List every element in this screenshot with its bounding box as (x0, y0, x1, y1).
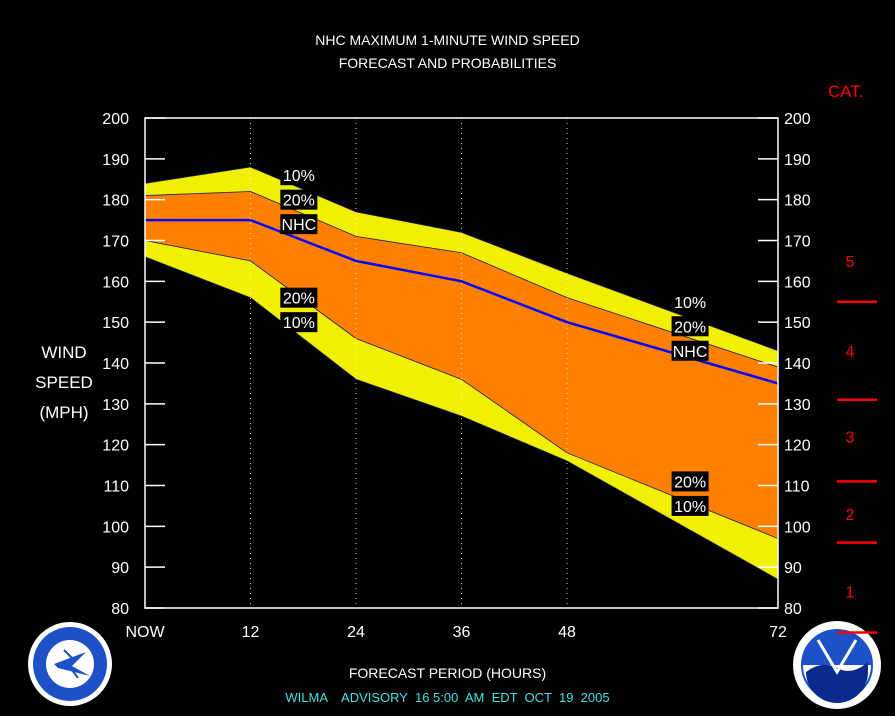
y-label-line-3: (MPH) (39, 403, 89, 422)
y-tick-label-left-170: 170 (102, 234, 129, 251)
y-tick-label-right-90: 90 (784, 560, 802, 577)
band-label-bg-0 (280, 165, 318, 186)
y-tick-label-left-80: 80 (111, 601, 129, 618)
y-tick-label-left-150: 150 (102, 315, 129, 332)
category-label-5: 5 (846, 254, 855, 271)
category-label-1: 1 (846, 585, 855, 602)
band-label-8: 20% (674, 474, 706, 491)
band-label-bg-7 (671, 340, 709, 361)
y-tick-label-left-140: 140 (102, 356, 129, 373)
x-tick-label-12: 12 (242, 624, 260, 641)
y-tick-label-right-100: 100 (784, 519, 811, 536)
y-tick-label-right-140: 140 (784, 356, 811, 373)
band-label-bg-1 (280, 189, 318, 210)
y-tick-label-right-120: 120 (784, 438, 811, 455)
y-tick-label-right-190: 190 (784, 152, 811, 169)
band-label-7: NHC (673, 344, 708, 361)
y-tick-label-left-110: 110 (103, 479, 129, 496)
y-tick-label-right-180: 180 (784, 193, 811, 210)
band-label-bg-4 (280, 312, 318, 333)
y-label-line-1: WIND (41, 343, 87, 362)
band-label-1: 20% (283, 193, 315, 210)
y-tick-label-left-120: 120 (102, 438, 129, 455)
band-label-bg-9 (671, 495, 709, 516)
nhc-forecast-line (145, 218, 779, 385)
y-axis-label: WIND SPEED (MPH) (22, 338, 106, 428)
y-tick-label-left-180: 180 (102, 193, 129, 210)
y-label-line-2: SPEED (35, 373, 93, 392)
x-tick-label-72: 72 (769, 624, 787, 641)
band-label-3: 20% (283, 291, 315, 308)
noaa-logo (793, 621, 881, 709)
y-tick-label-left-190: 190 (102, 152, 129, 169)
y-tick-label-right-80: 80 (784, 601, 802, 618)
band-label-9: 10% (674, 499, 706, 516)
band-label-6: 20% (674, 319, 706, 336)
y-tick-label-right-160: 160 (784, 274, 811, 291)
cat-header: CAT. (828, 82, 864, 101)
band-label-bg-5 (671, 291, 709, 312)
y-tick-label-left-160: 160 (102, 274, 129, 291)
x-tick-label-48: 48 (558, 624, 576, 641)
band-label-bg-2 (280, 214, 318, 235)
title-line-1: NHC MAXIMUM 1-MINUTE WIND SPEED (315, 32, 580, 48)
band-label-2: NHC (282, 217, 317, 234)
category-label-2: 2 (846, 507, 855, 524)
x-axis-label: FORECAST PERIOD (HOURS) (348, 665, 547, 681)
y-tick-label-right-150: 150 (784, 315, 811, 332)
band-label-bg-8 (671, 471, 709, 492)
advisory-footer: WILMA ADVISORY 16 5:00 AM EDT OCT 19 200… (285, 690, 610, 705)
band-label-5: 10% (674, 295, 706, 312)
category-label-3: 3 (846, 430, 855, 447)
y-tick-label-right-170: 170 (784, 234, 811, 251)
y-tick-label-right-110: 110 (784, 479, 810, 496)
nws-logo (28, 622, 112, 706)
x-tick-label-24: 24 (347, 624, 365, 641)
band-label-bg-6 (671, 316, 709, 337)
title-line-2: FORECAST AND PROBABILITIES (338, 55, 557, 71)
x-tick-label-NOW: NOW (125, 624, 165, 641)
y-tick-label-left-100: 100 (102, 519, 129, 536)
band-label-bg-3 (280, 287, 318, 308)
y-tick-label-right-130: 130 (784, 397, 811, 414)
x-tick-label-36: 36 (453, 624, 471, 641)
y-tick-label-left-130: 130 (102, 397, 129, 414)
y-tick-label-right-200: 200 (784, 111, 811, 128)
band-label-0: 10% (283, 168, 315, 185)
band-label-4: 10% (283, 315, 315, 332)
category-label-4: 4 (846, 344, 855, 361)
y-tick-label-left-90: 90 (111, 560, 129, 577)
y-tick-label-left-200: 200 (102, 111, 129, 128)
